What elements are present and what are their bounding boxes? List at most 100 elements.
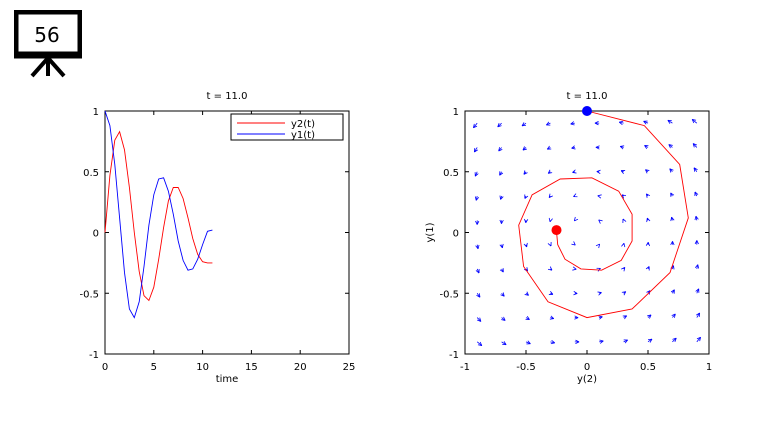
field-arrowhead (621, 242, 626, 248)
field-arrowhead (693, 167, 698, 172)
chart-2: -1 -0.5 0 0.5 1 1 0.5 0 -0.5 -1 t = 11.0 y(2) y(1) (425, 91, 712, 385)
field-arrowhead (521, 122, 527, 127)
field-arrowhead (597, 291, 602, 296)
field-arrowhead (622, 218, 627, 224)
y-tick-label: -1 (449, 350, 459, 361)
field-arrowhead (621, 194, 627, 199)
field-arrowhead (474, 172, 479, 177)
field-arrowhead (548, 291, 554, 295)
slide-number: 56 (34, 23, 60, 47)
legend-box (230, 113, 344, 141)
field-arrowhead (647, 338, 653, 343)
field-arrowhead (548, 217, 553, 223)
field-arrowhead (623, 339, 628, 344)
plot-frame (104, 110, 350, 355)
field-arrowhead (597, 194, 602, 199)
legend: y2(t)y1(t) (230, 113, 344, 141)
field-arrowhead (672, 337, 677, 343)
field-arrowhead (499, 219, 504, 224)
field-arrowhead (621, 267, 626, 272)
field-arrowhead (694, 240, 699, 245)
field-arrowhead (667, 119, 672, 124)
field-arrowhead (594, 121, 599, 126)
field-arrowhead (643, 120, 648, 125)
field-arrowhead (599, 339, 604, 344)
field-arrowhead (546, 145, 552, 150)
field-arrowhead (645, 242, 650, 247)
series-line-y2t (104, 130, 213, 302)
field-arrowhead (475, 244, 480, 250)
field-arrowhead (574, 315, 579, 320)
field-arrowhead (694, 264, 700, 269)
field-arrowhead (598, 219, 603, 224)
field-arrowhead (573, 216, 579, 222)
field-arrowhead (669, 168, 674, 173)
x-tick-label: 5 (151, 362, 157, 373)
field-arrowhead (691, 118, 697, 124)
y-tick-label: -0.5 (439, 289, 459, 300)
field-arrowhead (547, 241, 552, 247)
field-arrowhead (523, 242, 528, 248)
y-axis-label: y(1) (425, 222, 436, 242)
field-arrowhead (618, 120, 624, 125)
field-arrow (696, 336, 701, 343)
y-tick-label: 0.5 (443, 168, 459, 179)
field-arrowhead (572, 266, 577, 271)
y-tick-label: -0.5 (79, 289, 99, 300)
x-tick-label: 0.5 (640, 362, 656, 373)
field-arrowhead (474, 196, 480, 201)
field-arrowhead (670, 216, 675, 222)
y-tick-label: 1 (453, 107, 459, 118)
field-arrowhead (498, 147, 503, 152)
y-tick-label: 0 (453, 229, 459, 240)
field-arrowhead (501, 316, 506, 321)
field-arrowhead (524, 194, 529, 199)
field-arrowhead (497, 122, 502, 128)
field-arrowhead (547, 266, 553, 271)
x-tick-label: 25 (343, 362, 356, 373)
field-arrowhead (499, 195, 504, 200)
marker-current (551, 225, 562, 236)
field-arrowhead (523, 170, 528, 175)
field-arrowhead (546, 121, 551, 126)
field-arrowhead (500, 292, 505, 297)
field-arrowhead (620, 170, 626, 174)
field-arrow (473, 122, 478, 129)
field-arrowhead (572, 169, 577, 174)
field-arrowhead (575, 339, 580, 344)
field-arrowhead (524, 291, 529, 296)
field-arrowhead (477, 317, 482, 322)
x-axis-label: y(2) (577, 374, 597, 385)
field-arrow (476, 341, 483, 346)
field-arrowhead (646, 217, 651, 223)
y-tick-label: 1 (93, 107, 99, 118)
x-tick-label: -0.5 (516, 362, 536, 373)
field-arrowhead (499, 243, 504, 249)
x-tick-label: 1 (706, 362, 712, 373)
field-arrowhead (548, 193, 553, 198)
field-arrowhead (670, 241, 675, 246)
y-tick-label: -1 (89, 350, 99, 361)
y-tick-label: 0 (93, 229, 99, 240)
field-arrowhead (525, 316, 530, 320)
field-arrow (691, 119, 698, 124)
field-arrowhead (622, 315, 628, 320)
field-arrowhead (502, 341, 507, 346)
field-arrowhead (571, 241, 576, 246)
series-line-y1t (104, 110, 213, 319)
field-arrowhead (598, 315, 603, 320)
field-arrowhead (694, 215, 699, 221)
x-tick-label: 20 (294, 362, 307, 373)
field-arrowhead (692, 143, 697, 148)
field-arrowhead (696, 336, 701, 342)
x-tick-label: -1 (460, 362, 470, 373)
field-arrowhead (619, 145, 625, 150)
field-arrowhead (475, 269, 480, 274)
x-tick-label: 10 (196, 362, 209, 373)
x-axis-label: time (216, 374, 239, 385)
x-tick-label: 15 (245, 362, 258, 373)
field-arrowhead (671, 313, 676, 318)
field-arrowhead (476, 293, 481, 298)
x-tick-label: 0 (102, 362, 108, 373)
